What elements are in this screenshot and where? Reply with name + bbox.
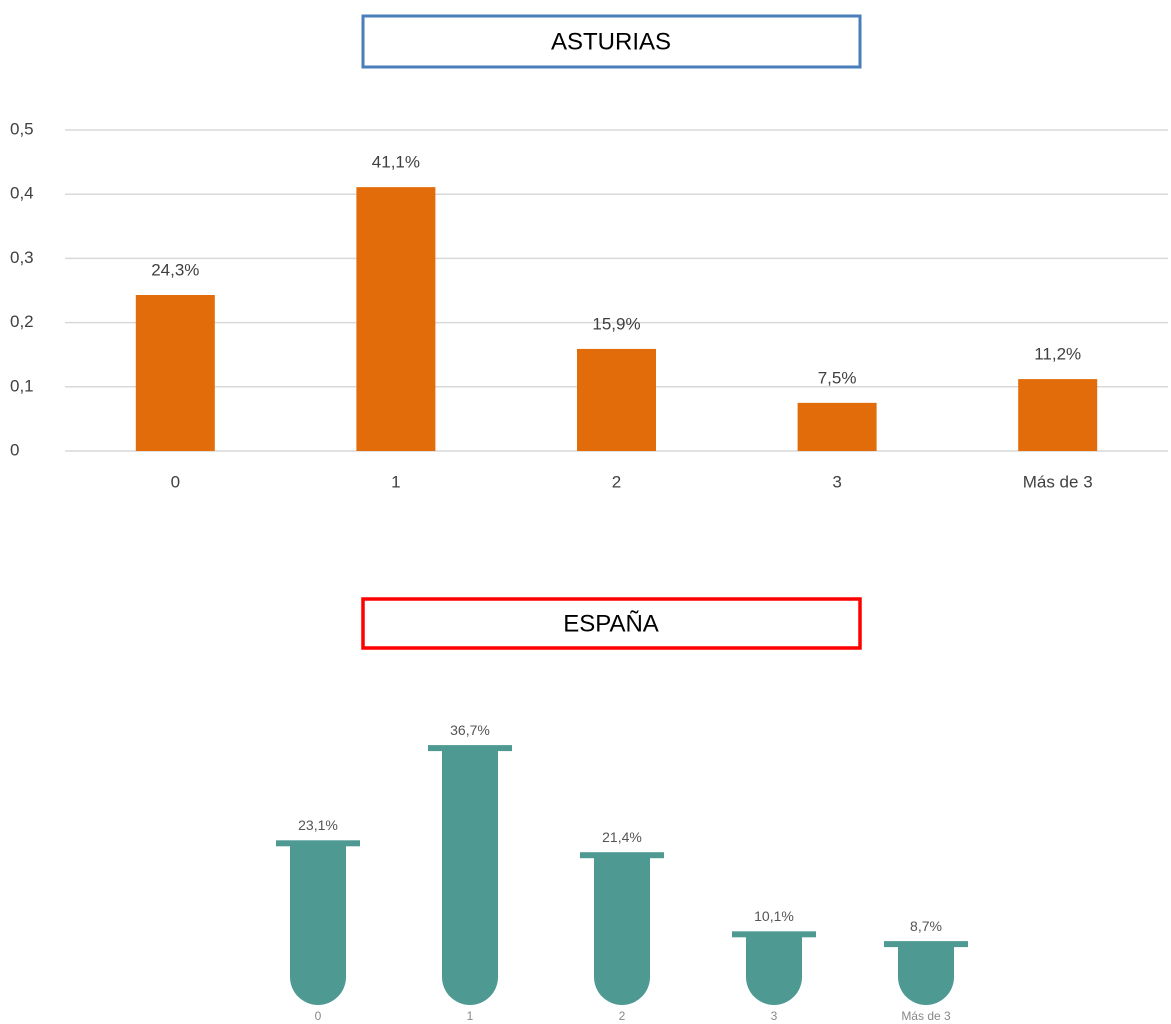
tube-cap bbox=[580, 852, 664, 859]
y-tick-label: 0,1 bbox=[10, 376, 34, 395]
data-label: 36,7% bbox=[450, 722, 490, 738]
y-tick-label: 0 bbox=[10, 440, 19, 459]
data-label: 41,1% bbox=[372, 153, 420, 172]
x-tick-label: 3 bbox=[832, 472, 841, 491]
chart-title: ASTURIAS bbox=[551, 28, 671, 55]
bar bbox=[1018, 379, 1098, 451]
x-tick-label: Más de 3 bbox=[1023, 472, 1093, 491]
title-box bbox=[361, 14, 862, 69]
x-tick-label: 2 bbox=[619, 1009, 626, 1023]
bar bbox=[135, 294, 215, 451]
tube bbox=[594, 855, 650, 1005]
tube bbox=[746, 934, 802, 1005]
x-tick-label: Más de 3 bbox=[901, 1009, 951, 1023]
bar bbox=[797, 402, 877, 451]
x-tick-label: 0 bbox=[315, 1009, 322, 1023]
tube-cap bbox=[276, 840, 360, 847]
tube-cap bbox=[428, 745, 512, 752]
tube-cap bbox=[884, 941, 968, 948]
bar bbox=[577, 348, 656, 451]
bar bbox=[356, 187, 436, 451]
data-label: 8,7% bbox=[910, 918, 942, 934]
x-tick-label: 1 bbox=[391, 472, 400, 491]
data-label: 7,5% bbox=[818, 368, 857, 387]
data-label: 24,3% bbox=[151, 260, 199, 279]
y-tick-label: 0,3 bbox=[10, 248, 34, 267]
tube-cap bbox=[732, 931, 816, 938]
chart-title: ESPAÑA bbox=[563, 610, 659, 637]
data-label: 10,1% bbox=[754, 908, 794, 924]
x-tick-label: 3 bbox=[771, 1009, 778, 1023]
data-label: 11,2% bbox=[1034, 345, 1081, 364]
y-tick-label: 0,2 bbox=[10, 312, 34, 331]
y-tick-label: 0,4 bbox=[10, 184, 34, 203]
x-tick-label: 1 bbox=[467, 1009, 474, 1023]
title-box bbox=[361, 597, 862, 650]
data-label: 23,1% bbox=[298, 817, 338, 833]
data-label: 21,4% bbox=[602, 829, 642, 845]
x-tick-label: 0 bbox=[171, 472, 180, 491]
y-tick-label: 0,5 bbox=[10, 119, 34, 138]
tube bbox=[290, 843, 346, 1005]
x-tick-label: 2 bbox=[612, 472, 621, 491]
data-label: 15,9% bbox=[592, 314, 640, 333]
tube bbox=[898, 944, 954, 1005]
tube bbox=[442, 748, 498, 1005]
